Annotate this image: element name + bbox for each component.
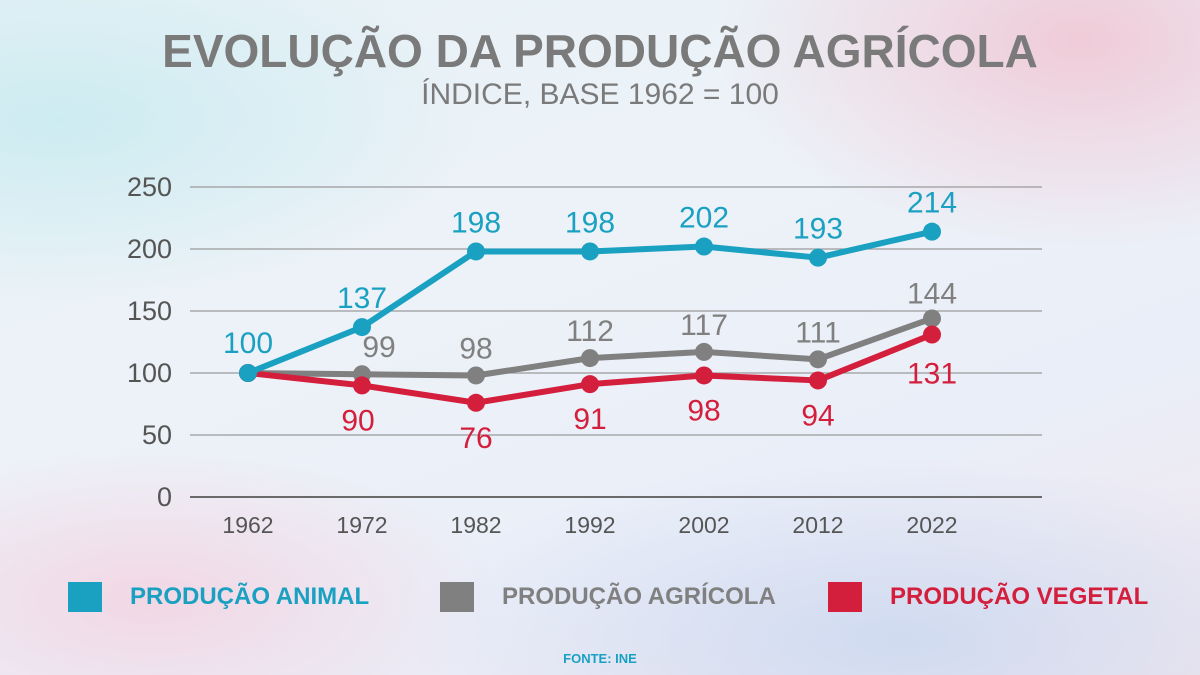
y-tick-label: 150 xyxy=(127,296,172,326)
y-tick-label: 50 xyxy=(142,420,172,450)
data-point-animal xyxy=(467,242,485,261)
data-label-animal: 193 xyxy=(793,213,843,246)
data-label-agricola: 99 xyxy=(362,331,395,364)
data-point-vegetal xyxy=(809,371,827,390)
legend-swatch-vegetal xyxy=(828,582,862,612)
x-tick-label: 1992 xyxy=(564,512,615,538)
legend-label-animal: PRODUÇÃO ANIMAL xyxy=(130,583,370,610)
data-point-animal xyxy=(239,364,257,382)
data-label-animal: 198 xyxy=(565,206,615,239)
data-label-animal: 137 xyxy=(337,282,387,315)
data-label-animal: 202 xyxy=(679,202,729,235)
data-point-vegetal xyxy=(353,376,371,395)
legend-label-agricola: PRODUÇÃO AGRÍCOLA xyxy=(502,583,776,610)
x-tick-label: 1982 xyxy=(450,512,501,538)
x-tick-label: 2002 xyxy=(678,512,729,538)
data-point-vegetal xyxy=(581,375,599,394)
data-point-agricola xyxy=(809,350,827,369)
x-tick-label: 2022 xyxy=(906,512,957,538)
y-tick-label: 0 xyxy=(157,482,172,512)
data-label-agricola: 112 xyxy=(566,315,614,348)
data-label-vegetal: 94 xyxy=(801,399,834,432)
data-point-agricola xyxy=(695,342,713,361)
legend-item-vegetal: PRODUÇÃO VEGETAL xyxy=(828,582,1148,612)
data-point-animal xyxy=(581,242,599,261)
data-point-vegetal xyxy=(695,366,713,385)
data-point-vegetal xyxy=(467,393,485,412)
data-label-animal: 214 xyxy=(907,187,957,220)
data-point-agricola xyxy=(923,309,941,328)
legend-label-vegetal: PRODUÇÃO VEGETAL xyxy=(890,583,1149,610)
data-label-vegetal: 91 xyxy=(573,403,606,436)
data-label-animal: 198 xyxy=(451,206,501,239)
data-label-agricola: 111 xyxy=(795,316,841,349)
data-point-vegetal xyxy=(923,325,941,344)
y-tick-label: 250 xyxy=(127,172,172,202)
line-chart: 0 50 100 150 200 250 1962 1972 1982 1992 2002 2012 2… xyxy=(127,172,1042,538)
legend-item-animal: PRODUÇÃO ANIMAL xyxy=(68,582,369,612)
data-label-agricola: 144 xyxy=(907,277,957,310)
data-point-agricola xyxy=(581,349,599,368)
y-tick-label: 200 xyxy=(127,234,172,264)
data-point-animal xyxy=(809,248,827,267)
x-tick-label: 1972 xyxy=(336,512,387,538)
data-point-animal xyxy=(695,237,713,256)
data-label-vegetal: 98 xyxy=(687,394,720,427)
x-tick-label: 2012 xyxy=(792,512,843,538)
chart-title: EVOLUÇÃO DA PRODUÇÃO AGRÍCOLA xyxy=(162,25,1038,77)
source-note: FONTE: INE xyxy=(563,651,637,666)
data-label-animal: 100 xyxy=(223,327,273,360)
data-label-vegetal: 131 xyxy=(907,358,957,391)
y-tick-label: 100 xyxy=(127,358,172,388)
data-point-animal xyxy=(923,222,941,241)
data-label-agricola: 117 xyxy=(680,309,728,342)
x-tick-label: 1962 xyxy=(222,512,273,538)
chart-subtitle: ÍNDICE, BASE 1962 = 100 xyxy=(421,78,779,111)
data-label-vegetal: 90 xyxy=(341,404,374,437)
legend-item-agricola: PRODUÇÃO AGRÍCOLA xyxy=(440,582,776,612)
legend-swatch-agricola xyxy=(440,582,474,612)
data-label-agricola: 98 xyxy=(459,332,492,365)
data-point-animal xyxy=(353,318,371,337)
data-label-vegetal: 76 xyxy=(459,422,492,455)
data-point-agricola xyxy=(467,366,485,385)
legend-swatch-animal xyxy=(68,582,102,612)
